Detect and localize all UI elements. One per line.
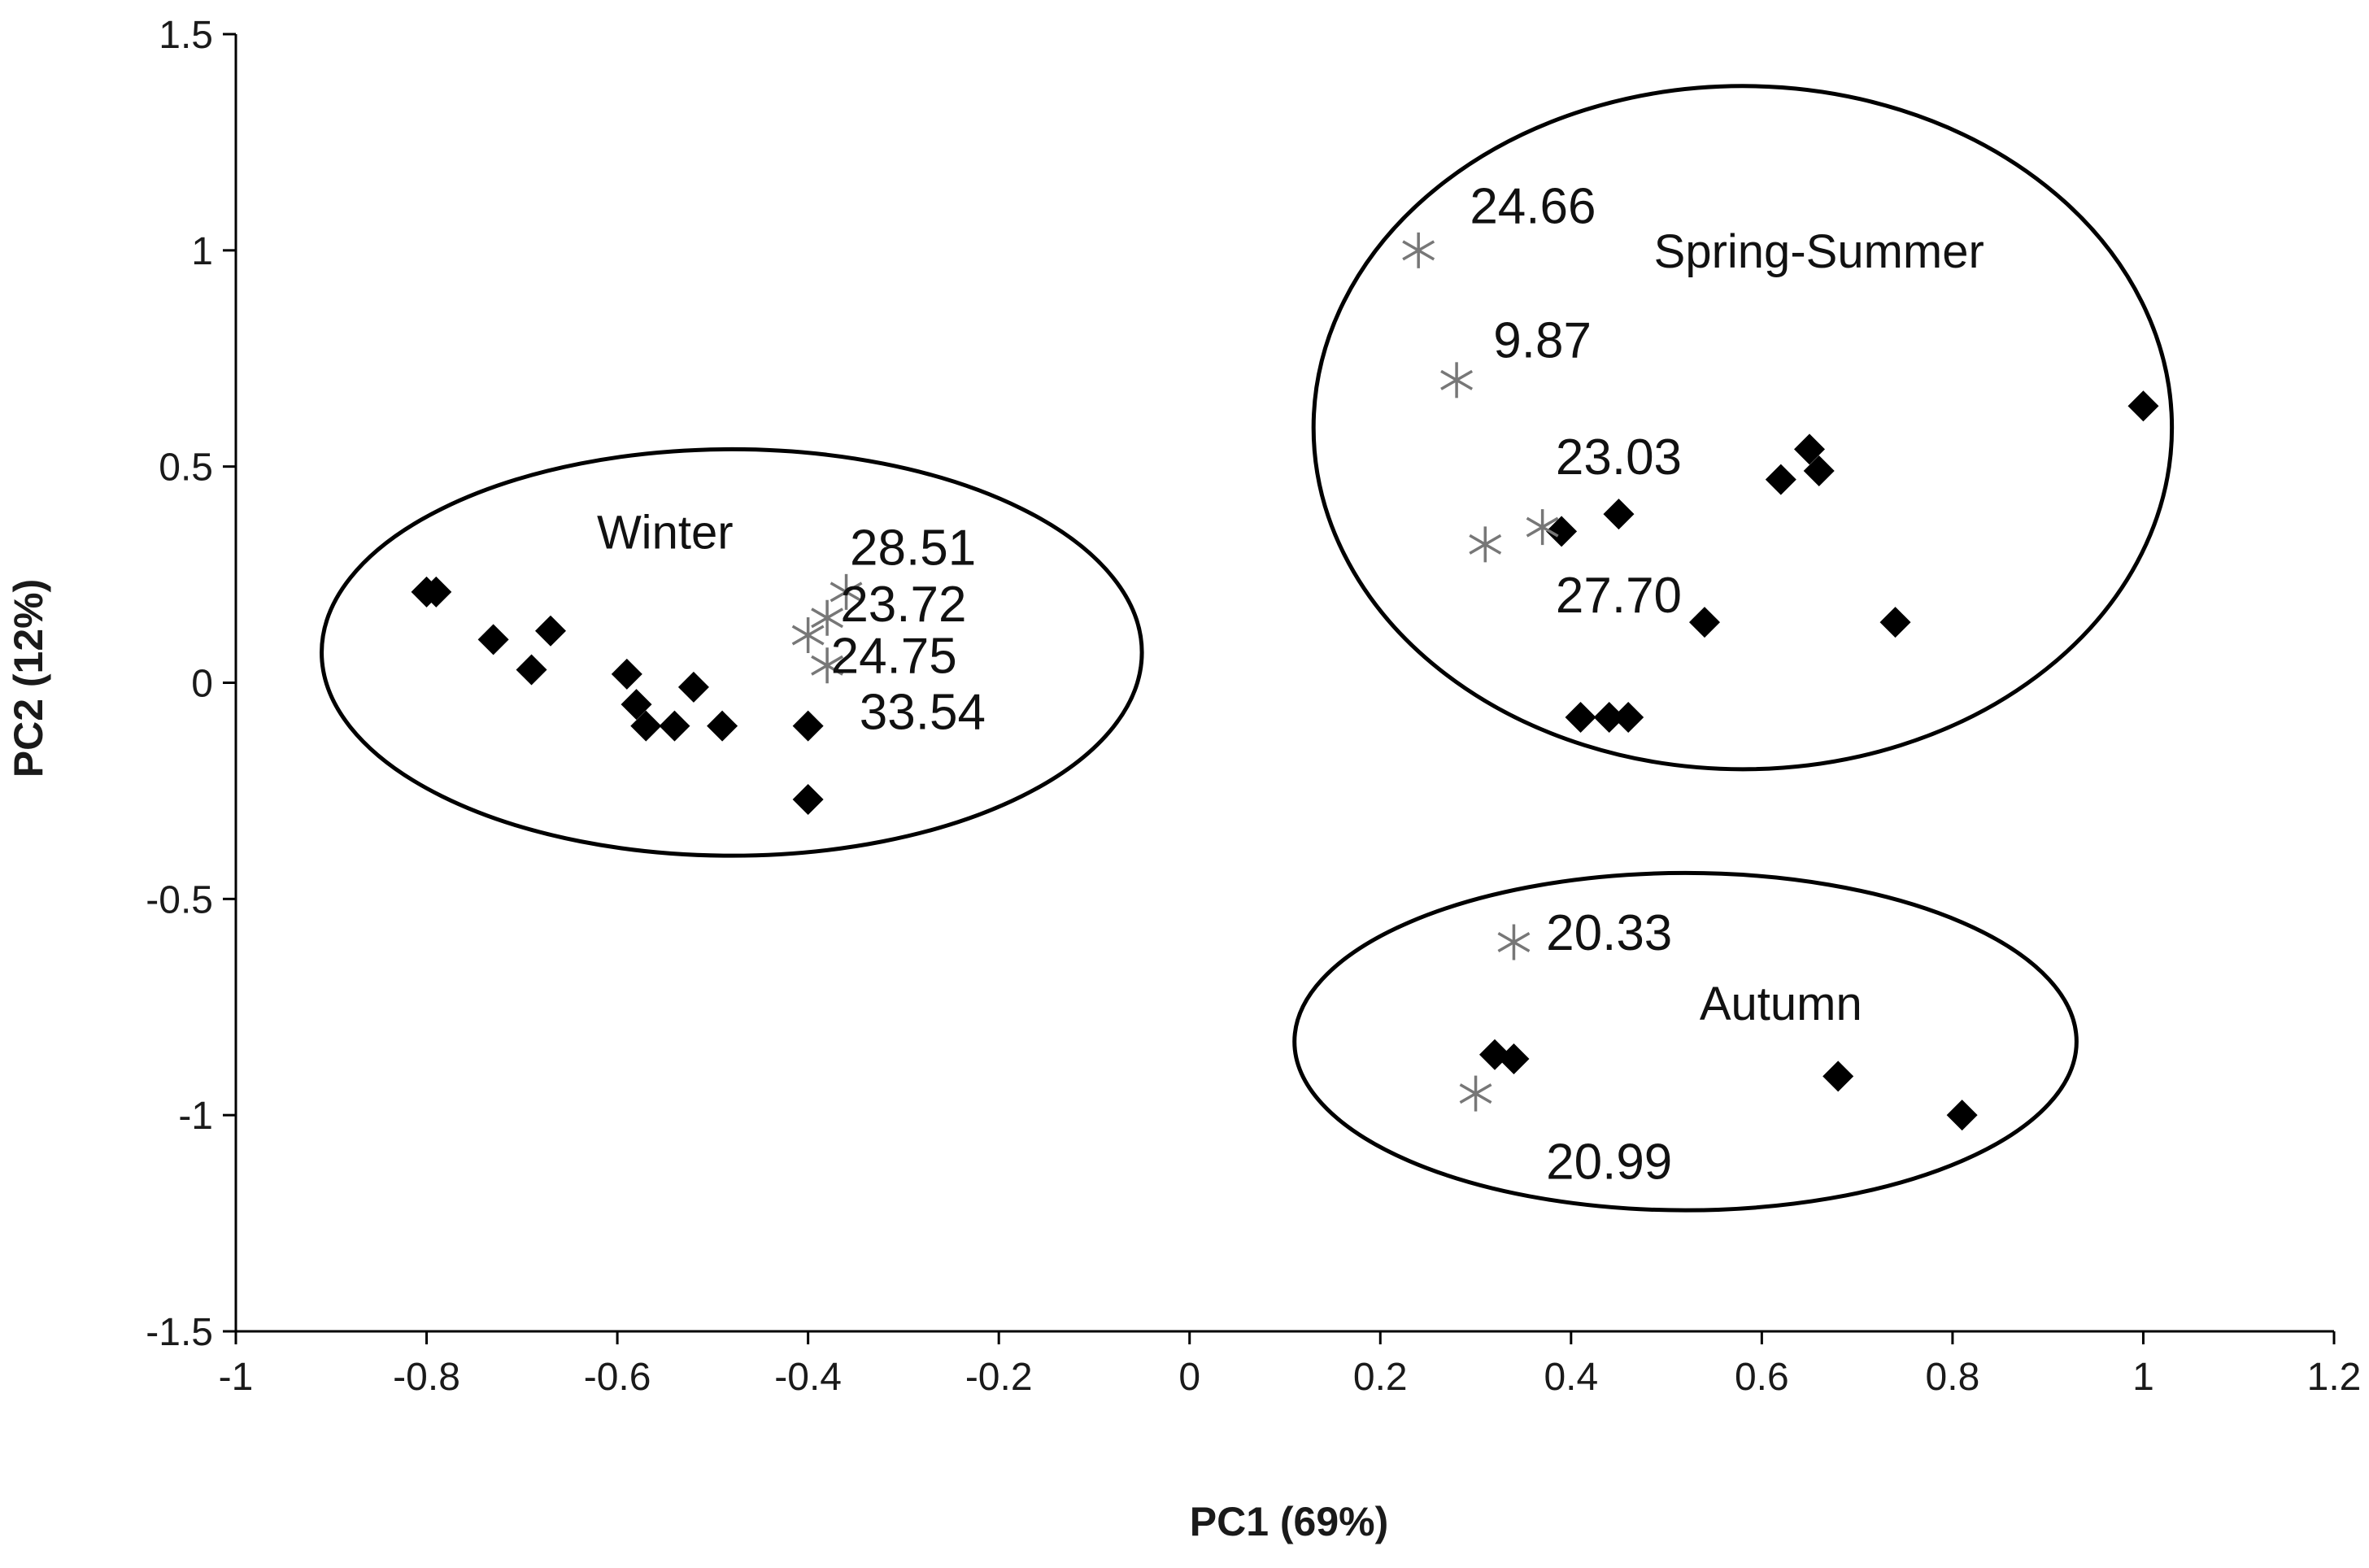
diamond-point	[1603, 499, 1635, 530]
x-tick-label: 0.4	[1544, 1356, 1598, 1399]
x-tick-label: 0.2	[1353, 1356, 1408, 1399]
y-axis-title: PC2 (12%)	[6, 579, 51, 778]
diamond-point	[2127, 390, 2159, 422]
diamond-point	[1689, 607, 1720, 638]
diamond-point	[477, 624, 509, 656]
x-tick-label: 0	[1178, 1356, 1200, 1399]
diamond-point	[611, 658, 642, 690]
data-label: 23.72	[840, 577, 966, 633]
x-axis-title: PC1 (69%)	[1190, 1499, 1389, 1544]
x-tick-label: -0.2	[965, 1356, 1033, 1399]
x-tick-label: -1	[219, 1356, 254, 1399]
ellipse-spring-summer	[1311, 84, 2175, 772]
data-label: 23.03	[1556, 429, 1682, 486]
y-tick-label: -1	[178, 1095, 213, 1138]
data-points	[411, 232, 2159, 1131]
star-point	[791, 617, 825, 654]
data-label: 27.70	[1556, 568, 1682, 624]
x-tick-label: 0.8	[1926, 1356, 1980, 1399]
diamond-point	[1879, 607, 1911, 638]
star-point	[811, 647, 844, 684]
diamond-point	[1765, 464, 1796, 495]
star-point	[811, 599, 844, 636]
diamond-point	[1546, 516, 1578, 547]
star-point	[1440, 362, 1474, 399]
data-label: 20.99	[1546, 1135, 1672, 1191]
group-ellipses: Winter Spring-Summer Autumn	[320, 84, 2175, 1213]
group-label-autumn: Autumn	[1700, 978, 1862, 1030]
data-label: 24.66	[1470, 179, 1596, 235]
diamond-point	[1565, 702, 1596, 734]
diamond-point	[1803, 455, 1835, 486]
x-tick-label: 0.6	[1735, 1356, 1789, 1399]
diamond-point	[1498, 1043, 1530, 1075]
star-point	[1402, 232, 1435, 268]
diamond-point	[659, 710, 690, 742]
diamond-point	[630, 710, 662, 742]
x-tick-label: -0.6	[584, 1356, 651, 1399]
ellipse-autumn	[1292, 870, 2079, 1213]
star-point	[830, 573, 863, 610]
diamond-point	[1613, 702, 1644, 734]
y-tick-label: 0.5	[159, 446, 213, 490]
x-tick-label: 1	[2132, 1356, 2154, 1399]
data-label: 28.51	[850, 520, 976, 577]
diamond-point	[1946, 1100, 1978, 1131]
group-label-spring-summer: Spring-Summer	[1654, 225, 1984, 278]
y-tick-label: -1.5	[146, 1311, 213, 1354]
diamond-point	[1822, 1061, 1854, 1092]
diamond-point	[535, 615, 566, 647]
x-tick-label: 1.2	[2307, 1356, 2362, 1399]
diamond-point	[677, 671, 709, 703]
x-tick-label: -0.4	[774, 1356, 842, 1399]
diamond-point	[1794, 433, 1825, 465]
diamond-point	[516, 654, 547, 686]
data-label: 9.87	[1493, 312, 1592, 368]
y-tick-label: 1	[191, 230, 213, 273]
diamond-point	[792, 784, 824, 816]
diamond-point	[707, 710, 738, 742]
star-point	[1497, 924, 1531, 960]
star-point	[1459, 1075, 1492, 1112]
group-label-winter: Winter	[597, 507, 734, 560]
y-tick-label: 0	[191, 663, 213, 706]
diamond-point	[792, 710, 824, 742]
star-point	[1526, 509, 1559, 546]
ellipse-winter	[320, 446, 1144, 858]
x-tick-label: -0.8	[393, 1356, 460, 1399]
diamond-point	[420, 576, 452, 608]
data-label: 20.33	[1546, 905, 1672, 961]
data-label: 33.54	[860, 685, 986, 741]
diamond-point	[1593, 702, 1625, 734]
diamond-point	[621, 689, 652, 721]
y-tick-label: -0.5	[146, 878, 213, 921]
y-tick-label: 1.5	[159, 14, 213, 57]
star-point	[1469, 526, 1502, 563]
data-label: 24.75	[831, 629, 957, 685]
axes: -1 -0.8 -0.6 -0.4 -0.2 0 0.2 0.4 0.6 0.8 1 1.2 1.5 1 0…	[146, 14, 2361, 1399]
